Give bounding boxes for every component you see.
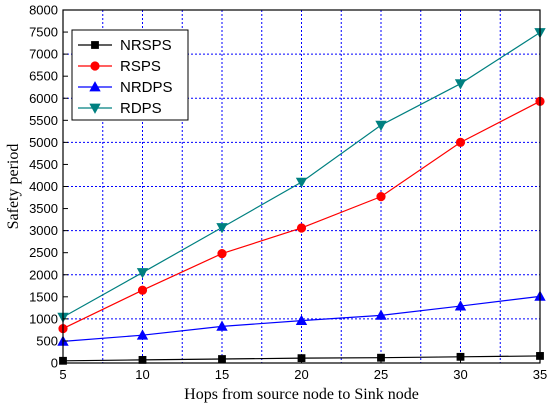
y-tick-label: 5000: [29, 135, 58, 150]
y-tick-label: 1500: [29, 289, 58, 304]
x-tick-label: 35: [533, 367, 547, 382]
y-tick-label: 4500: [29, 157, 58, 172]
legend-label-rdps: RDPS: [120, 100, 162, 117]
data-point-rdps: [216, 223, 228, 234]
data-point-rsps: [455, 137, 466, 147]
x-tick-label: 20: [294, 367, 308, 382]
legend-item-nrsps: NRSPS: [78, 37, 172, 54]
y-tick-label: 6500: [29, 69, 58, 84]
y-tick-label: 2500: [29, 245, 58, 260]
legend: NRSPS RSPS NRDPS RDPS: [71, 29, 189, 121]
x-tick-label: 25: [374, 367, 388, 382]
y-tick-label: 7500: [29, 25, 58, 40]
legend-marker-rsps: [90, 61, 100, 71]
data-point-nrdps: [454, 300, 467, 311]
legend-item-rsps: RSPS: [78, 58, 161, 75]
y-tick-label: 1000: [29, 311, 58, 326]
axis-ticks: 5 10 15 20 25 30 35 0 500 1000 1500 2000 2500 3000 350…: [29, 3, 547, 383]
legend-item-nrdps: NRDPS: [78, 79, 173, 96]
y-tick-label: 500: [36, 333, 58, 348]
legend-label-rsps: RSPS: [120, 58, 161, 75]
data-point-nrdps: [216, 320, 228, 331]
data-point-rdps: [375, 120, 387, 131]
x-tick-label: 15: [215, 367, 229, 382]
y-tick-label: 6000: [29, 91, 58, 106]
y-tick-label: 5500: [29, 113, 58, 128]
legend-marker-nrsps: [91, 41, 99, 49]
x-tick-label: 10: [135, 367, 149, 382]
data-point-rsps: [217, 248, 227, 259]
legend-marker-rdps: [89, 103, 101, 114]
y-tick-label: 2000: [29, 267, 58, 282]
data-point-nrdps: [136, 329, 149, 340]
y-tick-label: 8000: [29, 3, 58, 18]
legend-marker-nrdps: [89, 81, 101, 92]
data-point-nrdps: [295, 314, 308, 326]
data-point-nrdps: [375, 309, 387, 320]
x-tick-label: 5: [59, 367, 66, 382]
y-tick-label: 7000: [29, 47, 58, 62]
legend-item-rdps: RDPS: [78, 100, 162, 117]
data-point-rsps: [137, 285, 148, 295]
y-tick-label: 0: [51, 356, 58, 371]
data-point-rsps: [296, 223, 307, 233]
data-point-rdps: [454, 79, 467, 90]
data-point-rsps: [376, 192, 386, 202]
data-point-rdps: [136, 268, 149, 279]
y-axis-label: Safety period: [5, 144, 22, 230]
legend-label-nrdps: NRDPS: [120, 79, 173, 96]
y-tick-label: 4000: [29, 179, 58, 194]
x-axis-label: Hops from source node to Sink node: [184, 386, 419, 403]
x-tick-label: 30: [453, 367, 467, 382]
y-tick-label: 3500: [29, 201, 58, 216]
data-point-rdps: [295, 177, 308, 188]
y-tick-label: 3000: [29, 223, 58, 238]
legend-label-nrsps: NRSPS: [120, 37, 172, 54]
